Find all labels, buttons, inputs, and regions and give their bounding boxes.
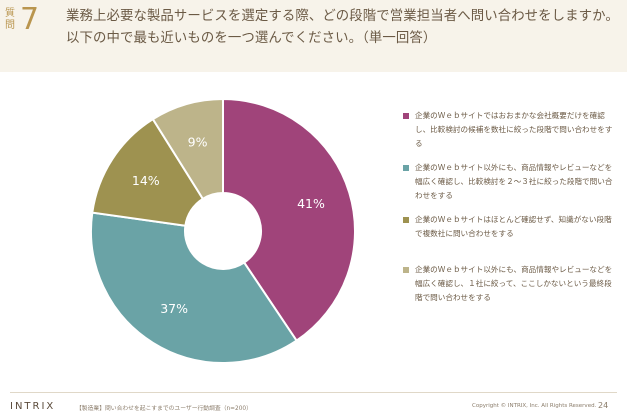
chart-legend: 企業のＷｅｂサイトではおおまかな会社概要だけを確認し、比較検討の候補を数社に絞っ…: [403, 109, 613, 305]
footer-divider: [10, 392, 617, 393]
donut-chart: 41% 37% 14% 9%: [90, 97, 356, 364]
slice-value-label-2: 37%: [160, 301, 188, 316]
legend-swatch: [403, 217, 409, 223]
legend-label: 企業のＷｅｂサイトはほとんど確認せず、知識がない段階で複数社に問い合わせをする: [415, 215, 612, 238]
donut-labels: 41% 37% 14% 9%: [132, 135, 325, 316]
legend-item-2: 企業のＷｅｂサイト以外にも、商品情報やレビューなどを幅広く確認し、比較検討を２～…: [403, 161, 613, 203]
legend-swatch: [403, 267, 409, 273]
legend-label: 企業のＷｅｂサイト以外にも、商品情報やレビューなどを幅広く確認し、１社に絞って、…: [415, 265, 613, 302]
legend-swatch: [403, 113, 409, 119]
slice-value-label-4: 9%: [188, 135, 208, 150]
slice-value-label-1: 41%: [297, 196, 325, 211]
donut-slice-1: [222, 97, 356, 342]
question-header: 質問 7 業務上必要な製品サービスを選定する際、どの段階で営業担当者へ問い合わせ…: [0, 0, 627, 72]
legend-swatch: [403, 165, 409, 171]
legend-label: 企業のＷｅｂサイトではおおまかな会社概要だけを確認し、比較検討の候補を数社に絞っ…: [415, 111, 613, 148]
legend-item-4: 企業のＷｅｂサイト以外にも、商品情報やレビューなどを幅広く確認し、１社に絞って、…: [403, 263, 613, 305]
donut-slices: [90, 97, 356, 364]
legend-item-3: 企業のＷｅｂサイトはほとんど確認せず、知識がない段階で複数社に問い合わせをする: [403, 213, 613, 241]
question-number: 7: [20, 2, 40, 37]
donut-slice-2: [90, 211, 298, 364]
question-text: 業務上必要な製品サービスを選定する際、どの段階で営業担当者へ問い合わせをしますか…: [66, 9, 619, 46]
donut-slice-3: [91, 117, 205, 227]
slice-value-label-3: 14%: [132, 173, 160, 188]
page-number: 24: [598, 401, 609, 410]
survey-source: 【製造業】問い合わせを起こすまでのユーザー行動調査（n=200）: [76, 406, 252, 412]
question-label: 質問: [5, 8, 15, 31]
legend-label: 企業のＷｅｂサイト以外にも、商品情報やレビューなどを幅広く確認し、比較検討を２～…: [415, 163, 613, 200]
intrix-logo: INTRIX: [10, 401, 56, 412]
donut-slice-4: [151, 97, 224, 201]
legend-item-1: 企業のＷｅｂサイトではおおまかな会社概要だけを確認し、比較検討の候補を数社に絞っ…: [403, 109, 613, 151]
copyright-text: Copyright © INTRIX, Inc. All Rights Rese…: [472, 403, 597, 409]
